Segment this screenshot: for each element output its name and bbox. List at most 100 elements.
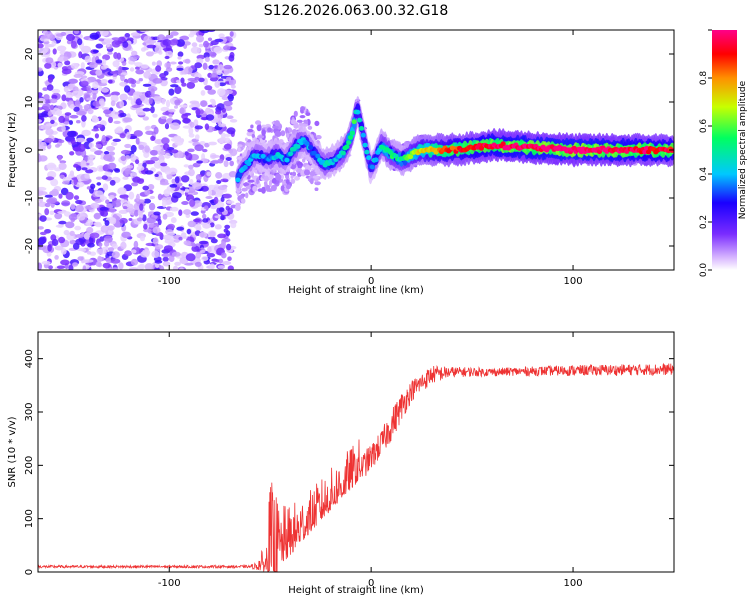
noise-speckle xyxy=(73,164,79,168)
noise-speckle xyxy=(80,62,85,70)
noise-speckle xyxy=(142,83,152,87)
noise-speckle xyxy=(38,119,42,123)
noise-speckle xyxy=(109,217,117,225)
noise-speckle xyxy=(150,149,158,156)
noise-speckle xyxy=(162,39,172,46)
noise-speckle xyxy=(63,56,68,62)
noise-speckle xyxy=(58,220,67,225)
noise-speckle xyxy=(110,258,121,264)
noise-speckle xyxy=(45,128,54,136)
ridge-halo xyxy=(247,179,255,183)
noise-speckle xyxy=(63,85,69,93)
noise-speckle xyxy=(38,43,44,49)
noise-speckle xyxy=(168,88,175,96)
noise-speckle xyxy=(225,205,230,211)
noise-speckle xyxy=(54,212,63,220)
noise-speckle xyxy=(216,180,222,184)
ridge-blob xyxy=(315,153,321,159)
ridge-blob xyxy=(235,177,241,183)
noise-speckle xyxy=(224,137,231,144)
y-tick-label: 0 xyxy=(24,569,35,575)
noise-speckle xyxy=(46,162,57,171)
noise-speckle xyxy=(178,236,183,241)
ridge-blob xyxy=(644,145,650,151)
noise-speckle xyxy=(162,261,171,267)
noise-speckle xyxy=(82,265,87,270)
noise-speckle xyxy=(214,224,222,230)
noise-speckle xyxy=(223,64,233,70)
noise-speckle xyxy=(188,168,195,177)
noise-speckle xyxy=(221,132,226,139)
noise-speckle xyxy=(107,162,117,170)
noise-speckle xyxy=(218,185,227,191)
noise-speckle xyxy=(73,73,83,78)
noise-speckle xyxy=(228,54,235,62)
ridge-halo xyxy=(307,125,313,130)
noise-speckle xyxy=(87,242,95,248)
ridge-blob xyxy=(295,144,301,149)
ridge-halo xyxy=(314,120,320,127)
ridge-blob xyxy=(364,149,370,155)
noise-speckle xyxy=(218,82,226,87)
noise-speckle xyxy=(208,188,212,197)
noise-speckle xyxy=(136,178,145,185)
noise-speckle xyxy=(143,150,150,159)
noise-speckle xyxy=(212,59,220,65)
ridge-blob xyxy=(346,140,352,146)
noise-speckle xyxy=(68,120,73,125)
noise-speckle xyxy=(69,170,75,177)
ridge-halo xyxy=(267,127,272,133)
noise-speckle xyxy=(224,133,231,137)
noise-speckle xyxy=(174,261,182,266)
noise-speckle xyxy=(50,104,55,111)
noise-speckle xyxy=(163,245,173,252)
noise-speckle xyxy=(140,251,150,258)
noise-speckle xyxy=(65,221,75,229)
noise-speckle xyxy=(81,129,91,137)
ridge-halo xyxy=(285,179,290,185)
colorbar-tick-label: 0.4 xyxy=(699,167,709,182)
noise-speckle xyxy=(225,76,231,82)
noise-speckle xyxy=(77,143,86,152)
ridge-halo xyxy=(244,137,248,142)
noise-speckle xyxy=(199,109,204,115)
noise-speckle xyxy=(45,57,54,64)
noise-speckle xyxy=(224,105,233,111)
noise-speckle xyxy=(214,80,221,88)
colorbar-tick-label: 0.0 xyxy=(699,263,709,278)
ridge-halo xyxy=(305,112,311,116)
noise-speckle xyxy=(150,106,155,114)
noise-speckle xyxy=(209,263,216,270)
noise-speckle xyxy=(209,51,217,58)
noise-speckle xyxy=(114,127,124,134)
noise-speckle xyxy=(145,130,155,135)
noise-speckle xyxy=(152,145,162,151)
noise-speckle xyxy=(135,159,140,165)
noise-speckle xyxy=(217,88,226,96)
y-tick-label: 400 xyxy=(24,349,35,368)
noise-speckle xyxy=(188,133,195,138)
ridge-halo xyxy=(314,187,319,191)
noise-speckle xyxy=(106,145,116,152)
noise-speckle xyxy=(168,255,175,262)
noise-speckle xyxy=(64,60,71,66)
noise-speckle xyxy=(56,265,66,270)
noise-speckle xyxy=(119,93,128,102)
noise-speckle xyxy=(222,261,232,265)
noise-speckle xyxy=(200,90,206,96)
noise-speckle xyxy=(220,196,225,202)
noise-speckle xyxy=(150,88,155,96)
noise-speckle xyxy=(136,217,143,222)
noise-speckle xyxy=(207,246,212,253)
ridge-halo xyxy=(286,184,291,190)
noise-speckle xyxy=(223,89,234,95)
noise-speckle xyxy=(51,40,57,46)
noise-speckle xyxy=(157,218,162,226)
y-tick-label: -10 xyxy=(24,190,35,206)
noise-speckle xyxy=(128,267,139,270)
noise-speckle xyxy=(144,263,154,270)
ridge-halo xyxy=(280,130,286,137)
ridge-blob xyxy=(642,149,648,155)
noise-speckle xyxy=(100,210,109,217)
noise-speckle xyxy=(152,113,158,118)
